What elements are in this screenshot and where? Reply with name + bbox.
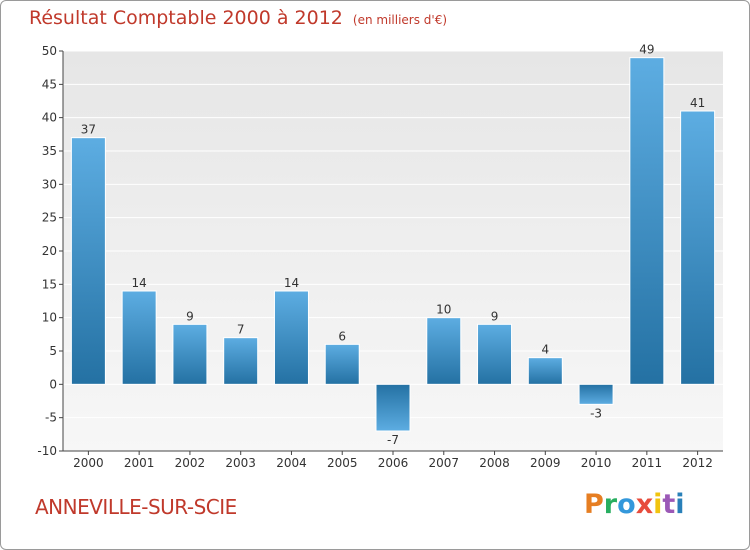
- x-tick-label: 2003: [225, 456, 256, 470]
- x-tick-label: 2008: [479, 456, 510, 470]
- bar-2006: [375, 383, 411, 432]
- data-label-2011: 49: [639, 43, 654, 57]
- y-tick-label: -10: [37, 444, 57, 458]
- chart-title: Résultat Comptable 2000 à 2012 (en millie…: [29, 7, 447, 29]
- logo-letter: x: [635, 489, 654, 520]
- data-label-2006: -7: [387, 433, 399, 447]
- y-tick-label: 25: [42, 211, 57, 225]
- bar-2009: [527, 357, 563, 385]
- x-tick-label: 2002: [175, 456, 206, 470]
- bar-2004: [273, 290, 309, 385]
- logo-letter: t: [662, 489, 676, 520]
- y-tick-label: 20: [42, 244, 57, 258]
- data-label-2008: 9: [491, 309, 499, 323]
- bar-2011: [629, 57, 665, 385]
- logo-letter: i: [675, 489, 685, 520]
- data-label-2000: 37: [81, 123, 96, 137]
- town-name: ANNEVILLE-SUR-SCIE: [35, 495, 237, 519]
- logo-letter: P: [584, 489, 604, 520]
- logo-letter: r: [603, 489, 618, 520]
- data-label-2005: 6: [338, 329, 346, 343]
- bar-2000: [70, 137, 106, 385]
- bar-2007: [426, 317, 462, 385]
- x-tick-label: 2012: [682, 456, 713, 470]
- y-tick-label: 10: [42, 311, 57, 325]
- chart-subtitle: (en milliers d'€): [352, 13, 448, 27]
- y-tick-label: 35: [42, 144, 57, 158]
- x-tick-label: 2000: [73, 456, 104, 470]
- data-label-2004: 14: [284, 276, 299, 290]
- y-tick-label: 30: [42, 177, 57, 191]
- x-tick-label: 2005: [327, 456, 358, 470]
- y-tick-label: 50: [42, 44, 57, 58]
- data-label-2002: 9: [186, 309, 194, 323]
- bar-2005: [324, 343, 360, 385]
- bar-2003: [223, 337, 259, 385]
- y-tick-label: 0: [49, 377, 57, 391]
- x-tick-label: 2004: [276, 456, 307, 470]
- data-label-2001: 14: [132, 276, 147, 290]
- bar-2010: [578, 383, 614, 405]
- x-tick-label: 2009: [530, 456, 561, 470]
- bar-2002: [172, 323, 208, 385]
- logo-letter: i: [653, 489, 663, 520]
- y-tick-label: 15: [42, 277, 57, 291]
- y-tick-label: 45: [42, 77, 57, 91]
- bar-2008: [477, 323, 513, 385]
- y-tick-label: -5: [45, 411, 57, 425]
- bar-2001: [121, 290, 157, 385]
- data-label-2012: 41: [690, 96, 705, 110]
- x-tick-label: 2001: [124, 456, 155, 470]
- data-label-2009: 4: [541, 343, 549, 357]
- x-tick-label: 2007: [428, 456, 459, 470]
- data-label-2010: -3: [590, 406, 602, 420]
- chart-title-text: Résultat Comptable 2000 à 2012: [29, 7, 343, 29]
- bar-2012: [680, 110, 716, 385]
- x-tick-label: 2010: [581, 456, 612, 470]
- x-tick-label: 2006: [378, 456, 409, 470]
- data-label-2003: 7: [237, 323, 245, 337]
- data-label-2007: 10: [436, 303, 451, 317]
- y-tick-label: 40: [42, 111, 57, 125]
- logo-letter: o: [617, 489, 636, 520]
- x-tick-label: 2011: [632, 456, 663, 470]
- proxiti-logo: Proxiti: [584, 489, 685, 520]
- y-tick-label: 5: [49, 344, 57, 358]
